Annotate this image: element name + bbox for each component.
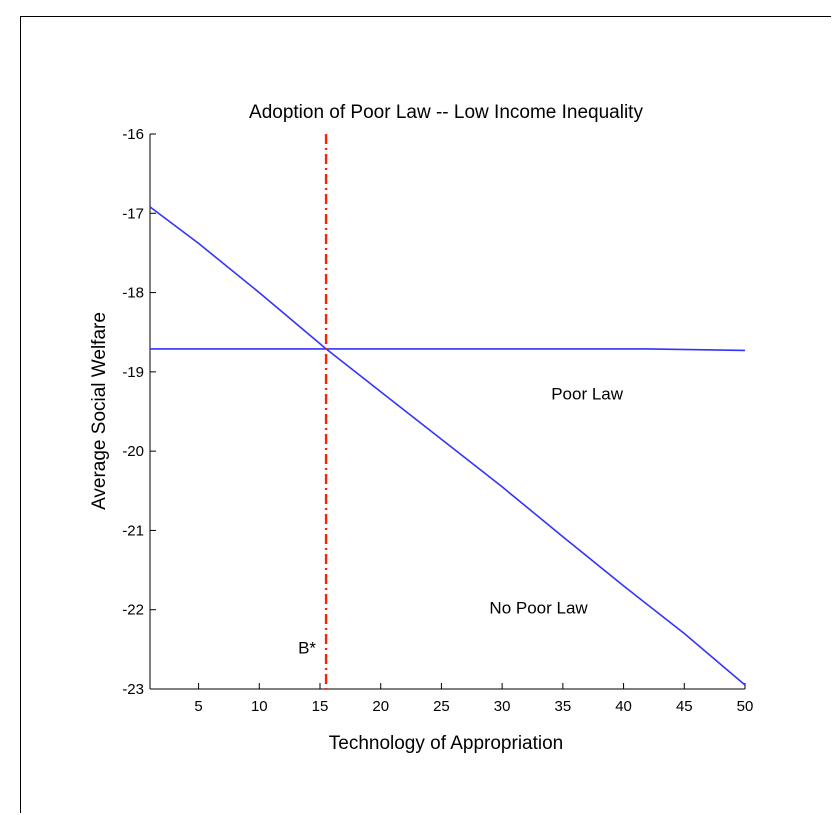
x-tick-label: 50 <box>737 698 754 715</box>
y-tick-label: -21 <box>122 522 144 539</box>
x-tick-label: 15 <box>312 698 329 715</box>
y-tick-label: -18 <box>122 285 144 302</box>
x-tick-label: 20 <box>372 698 389 715</box>
chart-title: Adoption of Poor Law -- Low Income Inequ… <box>249 102 643 123</box>
x-tick-label: 25 <box>433 698 450 715</box>
y-tick-label: -17 <box>122 205 144 222</box>
y-tick-label: -23 <box>122 681 144 698</box>
y-axis-label: Average Social Welfare <box>89 312 110 510</box>
threshold-label: B* <box>298 638 316 657</box>
chart-frame <box>20 16 831 813</box>
x-tick-label: 40 <box>615 698 632 715</box>
x-tick-label: 35 <box>555 698 572 715</box>
x-tick-label: 30 <box>494 698 511 715</box>
x-tick-label: 5 <box>194 698 202 715</box>
y-tick-label: -22 <box>122 602 144 619</box>
y-tick-label: -16 <box>122 126 144 143</box>
x-tick-label: 45 <box>676 698 693 715</box>
series-line-no-poor-law <box>149 206 746 686</box>
series-label-poor-law: Poor Law <box>551 385 624 404</box>
y-tick-label: -19 <box>122 364 144 381</box>
x-axis-label: Technology of Appropriation <box>329 733 564 754</box>
series-label-no-poor-law: No Poor Law <box>489 599 588 618</box>
y-tick-label: -20 <box>122 443 144 460</box>
x-tick-label: 10 <box>251 698 268 715</box>
series-line-poor-law <box>150 348 746 352</box>
